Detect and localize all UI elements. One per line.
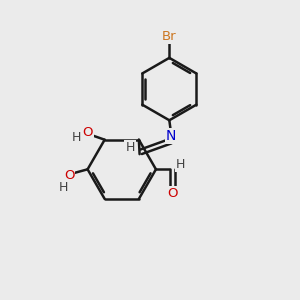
Text: O: O [64, 169, 74, 182]
Text: H: H [58, 181, 68, 194]
Text: H: H [176, 158, 185, 171]
Text: O: O [167, 188, 178, 200]
Text: H: H [71, 131, 81, 144]
Text: N: N [166, 129, 176, 143]
Text: H: H [125, 141, 135, 154]
Text: O: O [82, 126, 93, 139]
Text: Br: Br [162, 30, 177, 43]
